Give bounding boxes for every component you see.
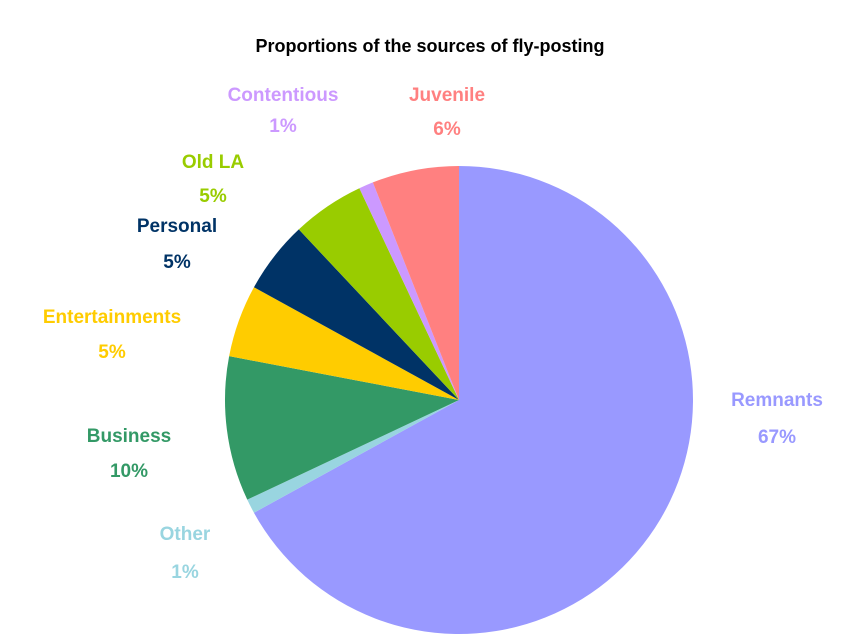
- slice-label: Entertainments: [43, 307, 181, 328]
- slice-value-label: 6%: [433, 119, 461, 140]
- pie-slice: [298, 188, 459, 400]
- pie-slice: [229, 287, 459, 400]
- slice-value-label: 1%: [269, 116, 297, 137]
- chart-title: Proportions of the sources of fly-postin…: [255, 36, 604, 56]
- pie-slice: [359, 182, 459, 400]
- slice-label: Contentious: [228, 85, 339, 106]
- slice-value-label: 5%: [199, 186, 227, 207]
- slice-value-label: 5%: [98, 342, 126, 363]
- slice-label: Personal: [137, 216, 217, 237]
- slice-label: Juvenile: [409, 85, 485, 106]
- slice-value-label: 67%: [758, 427, 796, 448]
- slice-label: Remnants: [731, 390, 823, 411]
- slice-label: Other: [160, 524, 211, 545]
- slice-label: Old LA: [182, 152, 245, 173]
- pie-slice: [372, 166, 459, 400]
- slice-value-label: 10%: [110, 461, 148, 482]
- slice-value-label: 5%: [163, 252, 191, 273]
- pie-slice: [253, 229, 459, 400]
- pie-slice: [247, 400, 459, 513]
- slice-value-label: 1%: [171, 562, 199, 583]
- pie-slice: [253, 166, 693, 634]
- slice-label: Business: [87, 426, 171, 447]
- pie-slice: [225, 356, 459, 500]
